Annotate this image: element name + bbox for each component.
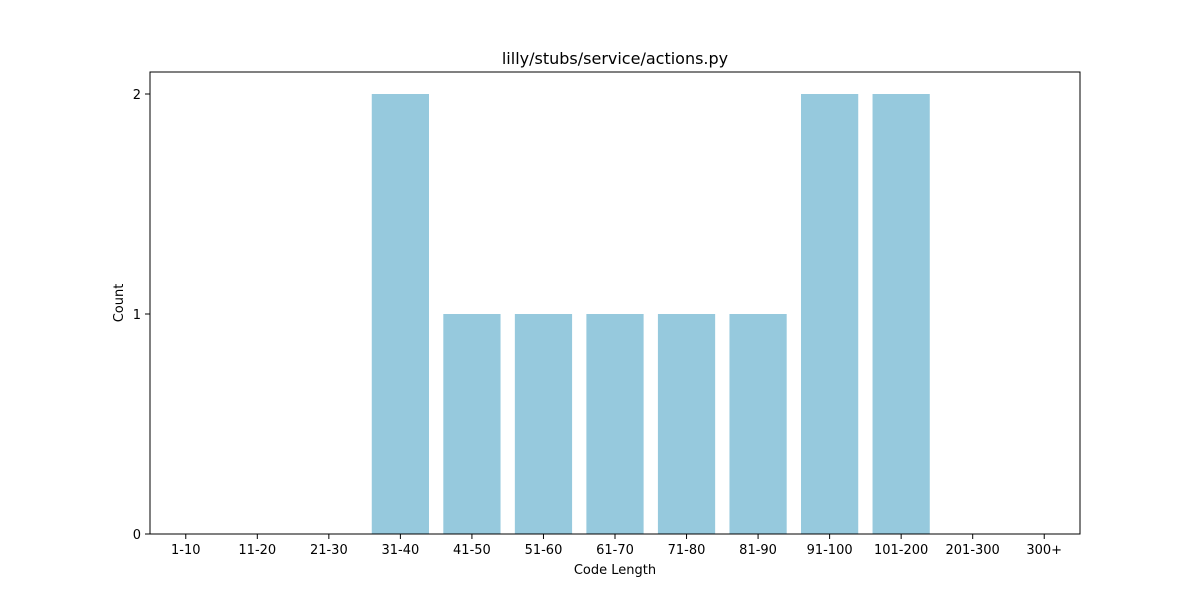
bar-61-70 xyxy=(586,314,644,534)
x-tick-label: 51-60 xyxy=(525,543,563,558)
x-tick-label: 300+ xyxy=(1026,543,1062,558)
x-tick-label: 91-100 xyxy=(807,543,853,558)
x-tick-label: 41-50 xyxy=(453,543,491,558)
bar-71-80 xyxy=(657,314,716,534)
bar-81-90 xyxy=(729,314,787,534)
y-axis-label: Count xyxy=(112,284,127,323)
bar-41-50 xyxy=(443,314,501,534)
chart-title: lilly/stubs/service/actions.py xyxy=(502,49,728,68)
x-tick-label: 71-80 xyxy=(668,543,706,558)
x-tick-label: 1-10 xyxy=(171,543,201,558)
y-tick-label: 2 xyxy=(133,88,141,103)
bar-51-60 xyxy=(514,314,573,534)
x-tick-label: 31-40 xyxy=(381,543,419,558)
bar-31-40 xyxy=(371,94,429,534)
bars-group xyxy=(371,94,930,534)
y-axis-ticks: 0 1 2 xyxy=(133,88,150,543)
x-tick-label: 61-70 xyxy=(596,543,634,558)
y-tick-label: 1 xyxy=(133,308,141,323)
bar-91-100 xyxy=(801,94,859,534)
x-axis-label: Code Length xyxy=(574,563,656,578)
x-tick-label: 201-300 xyxy=(946,543,1000,558)
x-tick-label: 81-90 xyxy=(739,543,777,558)
x-tick-label: 21-30 xyxy=(310,543,348,558)
x-axis-ticks: 1-10 11-20 21-30 31-40 41-50 51-60 61-70 71-80 8… xyxy=(171,534,1062,558)
x-tick-label: 101-200 xyxy=(874,543,928,558)
x-tick-label: 11-20 xyxy=(238,543,276,558)
bar-101-200 xyxy=(872,94,930,534)
y-tick-label: 0 xyxy=(133,528,141,543)
